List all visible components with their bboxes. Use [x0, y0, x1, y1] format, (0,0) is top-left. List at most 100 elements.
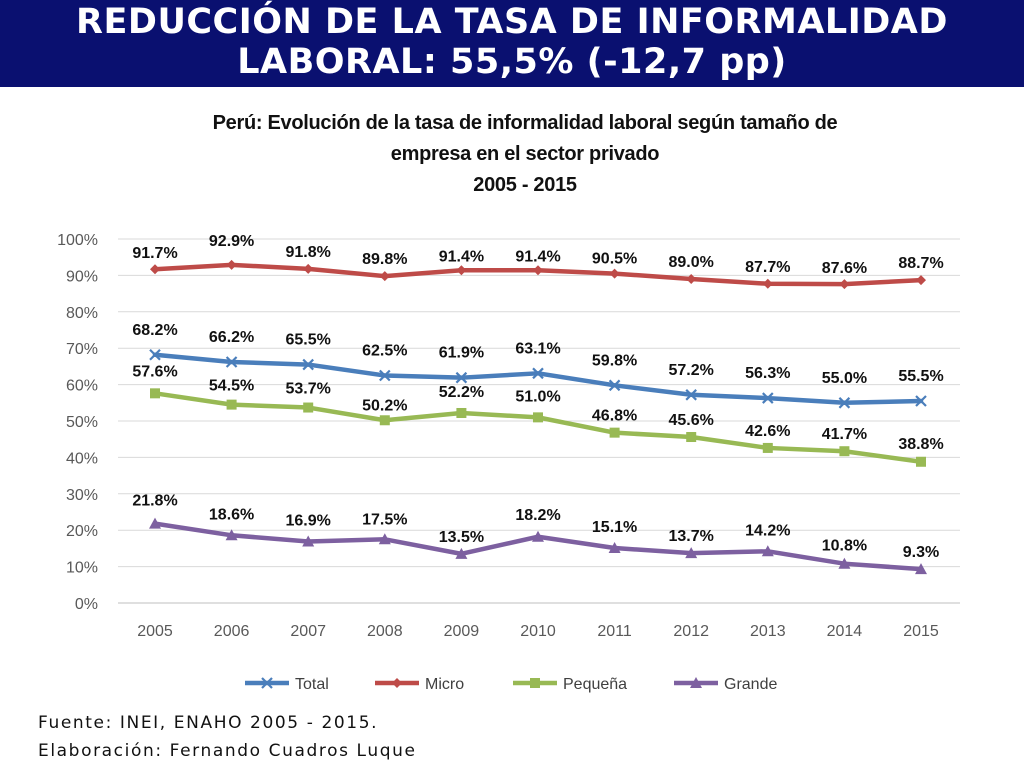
- data-label: 21.8%: [132, 493, 177, 510]
- author-note: Elaboración: Fernando Cuadros Luque: [38, 741, 417, 761]
- legend-label: Micro: [425, 676, 464, 693]
- data-point: [379, 271, 390, 282]
- x-tick-label: 2013: [750, 623, 786, 640]
- data-point: [302, 535, 315, 547]
- y-tick-label: 0%: [75, 596, 98, 613]
- series-grande: 21.8% 18.6% 16.9% 17.5% 13.5% 18.2% 15.1% 13.7%…: [132, 493, 939, 575]
- legend-label: Total: [295, 676, 329, 693]
- data-label: 91.8%: [286, 244, 331, 261]
- data-point: [838, 397, 851, 409]
- y-tick-label: 50%: [66, 414, 98, 431]
- x-tick-label: 2014: [827, 623, 863, 640]
- data-label: 87.6%: [822, 260, 867, 277]
- y-tick-label: 20%: [66, 523, 98, 540]
- data-point: [532, 530, 544, 542]
- data-point: [609, 427, 620, 438]
- data-point: [839, 446, 850, 457]
- legend-marker: [690, 677, 702, 688]
- data-point: [533, 412, 543, 423]
- marker-stroke: [915, 395, 927, 407]
- data-label: 46.8%: [592, 408, 637, 425]
- marker-stroke: [838, 397, 851, 409]
- data-label: 13.7%: [669, 528, 714, 545]
- marker-stroke: [608, 379, 621, 392]
- data-point: [302, 358, 314, 371]
- data-label: 15.1%: [592, 519, 637, 536]
- series-micro: 91.7% 92.9% 91.8% 89.8% 91.4% 91.4% 90.5% 89.0%…: [132, 233, 944, 290]
- banner-title-line-2: LABORAL: 55,5% (-12,7 pp): [237, 42, 787, 82]
- data-label: 55.0%: [822, 370, 867, 387]
- legend-label: Grande: [724, 676, 777, 693]
- marker-stroke: [225, 356, 238, 368]
- data-point: [762, 278, 773, 289]
- data-label: 41.7%: [822, 426, 867, 443]
- data-label: 10.8%: [822, 538, 867, 555]
- data-point: [303, 402, 314, 413]
- data-point: [303, 263, 314, 274]
- series-total: 68.2% 66.2% 65.5% 62.5% 61.9% 63.1% 59.8% 57.2%…: [132, 322, 944, 409]
- data-point: [916, 275, 926, 286]
- y-tick-label: 70%: [66, 341, 98, 358]
- data-label: 63.1%: [515, 340, 560, 357]
- chart-title-line-2: empresa en el sector privado: [390, 143, 660, 165]
- marker-stroke: [455, 371, 468, 384]
- x-tick-label: 2015: [903, 623, 939, 640]
- data-point: [226, 399, 237, 410]
- data-label: 88.7%: [898, 255, 943, 272]
- data-point: [378, 533, 391, 545]
- data-point: [762, 442, 773, 453]
- data-label: 38.8%: [898, 436, 943, 453]
- data-label: 13.5%: [439, 529, 484, 546]
- legend-item-micro: Micro: [375, 676, 464, 693]
- data-point: [226, 259, 237, 270]
- data-point: [150, 264, 160, 275]
- data-point: [225, 529, 238, 541]
- data-point: [685, 389, 697, 401]
- data-label: 91.4%: [515, 248, 560, 265]
- data-label: 45.6%: [669, 412, 714, 429]
- data-label: 53.7%: [286, 381, 331, 398]
- banner-title-line-1: REDUCCIÓN DE LA TASA DE INFORMALIDAD: [76, 2, 948, 42]
- data-label: 66.2%: [209, 329, 254, 346]
- data-point: [149, 517, 161, 529]
- data-label: 9.3%: [903, 544, 939, 561]
- data-point: [532, 367, 544, 380]
- marker-stroke: [149, 348, 161, 361]
- data-label: 56.3%: [745, 365, 790, 382]
- data-label: 16.9%: [286, 512, 331, 529]
- legend-item-grande: Grande: [674, 676, 777, 693]
- data-point: [225, 356, 238, 368]
- data-label: 17.5%: [362, 511, 407, 528]
- data-point: [608, 379, 621, 392]
- data-label: 89.0%: [669, 254, 714, 271]
- y-tick-label: 60%: [66, 378, 98, 395]
- chart-title: Perú: Evolución de la tasa de informalid…: [100, 108, 950, 201]
- x-tick-label: 2007: [290, 623, 326, 640]
- source-note: Fuente: INEI, ENAHO 2005 - 2015.: [38, 713, 379, 733]
- data-point: [915, 395, 927, 407]
- chart-title-line-1: Perú: Evolución de la tasa de informalid…: [212, 112, 838, 134]
- data-label: 18.6%: [209, 506, 254, 523]
- data-label: 61.9%: [439, 345, 484, 362]
- data-label: 87.7%: [745, 259, 790, 276]
- data-label: 59.8%: [592, 352, 637, 369]
- y-tick-label: 10%: [66, 560, 98, 577]
- data-point: [609, 268, 620, 279]
- data-point: [916, 456, 926, 467]
- data-label: 50.2%: [362, 397, 407, 414]
- data-point: [915, 563, 927, 575]
- data-point: [455, 547, 468, 559]
- data-label: 14.2%: [745, 522, 790, 539]
- legend-marker: [261, 677, 273, 689]
- data-point: [685, 547, 698, 559]
- data-label: 68.2%: [132, 322, 177, 339]
- marker-stroke: [762, 392, 774, 404]
- data-label: 91.7%: [132, 245, 177, 262]
- marker-stroke: [379, 369, 391, 382]
- data-point: [456, 265, 467, 276]
- data-label: 91.4%: [439, 248, 484, 265]
- data-label: 52.2%: [439, 384, 484, 401]
- x-tick-label: 2010: [520, 623, 556, 640]
- data-label: 90.5%: [592, 251, 637, 268]
- data-label: 51.0%: [515, 388, 560, 405]
